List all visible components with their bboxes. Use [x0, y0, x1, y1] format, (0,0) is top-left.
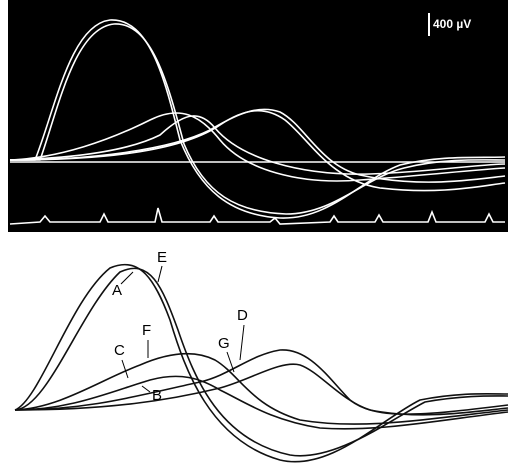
oscilloscope-traces — [9, 19, 506, 225]
trace-label: D — [237, 307, 248, 324]
trace-label: G — [218, 335, 230, 352]
trace-label: C — [114, 342, 125, 359]
pointers — [120, 265, 245, 393]
trace-label: B — [152, 387, 162, 404]
traces — [14, 263, 509, 463]
trace-label: A — [112, 282, 122, 299]
trace-label: E — [157, 249, 167, 266]
scale-bar-label: 400 µV — [433, 17, 471, 31]
trace-label: F — [142, 322, 151, 339]
oscilloscope-panel — [8, 0, 508, 232]
